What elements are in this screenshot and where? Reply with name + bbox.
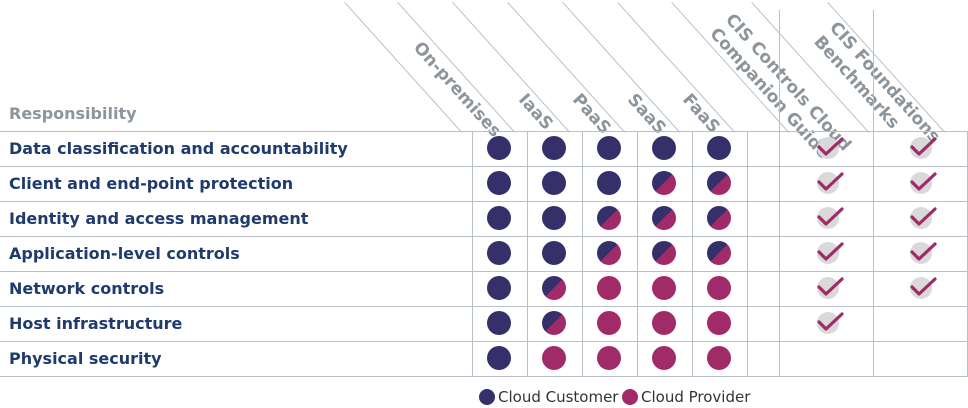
checkmark-icon — [815, 136, 845, 160]
responsibility-shared-dot — [707, 171, 731, 195]
checkmark-icon — [815, 311, 845, 335]
responsibility-shared-dot — [597, 206, 621, 230]
row-divider — [0, 341, 968, 342]
responsibility-customer-dot — [542, 171, 566, 195]
responsibility-customer-dot — [597, 171, 621, 195]
responsibility-shared-dot — [707, 206, 731, 230]
checkmark-icon — [908, 136, 938, 160]
legend-provider-label: Cloud Provider — [641, 388, 751, 406]
responsibility-customer-dot — [487, 276, 511, 300]
responsibility-provider-dot — [652, 311, 676, 335]
checkmark-icon — [908, 206, 938, 230]
responsibility-provider-dot — [707, 346, 731, 370]
responsibility-shared-dot — [652, 171, 676, 195]
responsibility-provider-dot — [707, 311, 731, 335]
row-divider — [0, 236, 968, 237]
responsibility-provider-dot — [597, 346, 621, 370]
column-divider — [527, 131, 528, 376]
row-divider — [0, 201, 968, 202]
checkmark-icon — [908, 276, 938, 300]
checkmark-icon — [815, 206, 845, 230]
responsibility-provider-dot — [597, 276, 621, 300]
row-label: Application-level controls — [9, 244, 240, 263]
row-label: Physical security — [9, 349, 162, 368]
row-label: Network controls — [9, 279, 165, 298]
responsibility-customer-dot — [597, 136, 621, 160]
row-label: Client and end-point protection — [9, 174, 294, 193]
responsibility-shared-dot — [652, 241, 676, 265]
column-divider — [582, 131, 583, 376]
responsibility-shared-dot — [707, 241, 731, 265]
legend-customer-swatch — [479, 389, 495, 405]
responsibility-customer-dot — [487, 171, 511, 195]
row-divider — [0, 166, 968, 167]
responsibility-shared-dot — [652, 206, 676, 230]
responsibility-provider-dot — [652, 276, 676, 300]
row-divider — [0, 376, 968, 377]
row-divider — [0, 131, 968, 132]
row-divider — [0, 271, 968, 272]
header-diagonal-line — [397, 2, 516, 133]
responsibility-customer-dot — [487, 346, 511, 370]
responsibility-customer-dot — [487, 311, 511, 335]
legend-provider-swatch — [622, 389, 638, 405]
responsibility-shared-dot — [542, 311, 566, 335]
responsibility-customer-dot — [707, 136, 731, 160]
responsibility-provider-dot — [652, 346, 676, 370]
responsibility-customer-dot — [652, 136, 676, 160]
checkmark-icon — [815, 241, 845, 265]
checkmark-icon — [815, 171, 845, 195]
legend-customer-label: Cloud Customer — [498, 388, 619, 406]
row-label: Data classification and accountability — [9, 139, 348, 158]
column-divider — [637, 131, 638, 376]
responsibility-provider-dot — [597, 311, 621, 335]
responsibility-provider-dot — [707, 276, 731, 300]
column-divider — [779, 131, 780, 376]
checkmark-icon — [815, 276, 845, 300]
responsibility-provider-dot — [542, 346, 566, 370]
checkmark-icon — [908, 241, 938, 265]
responsibility-header: Responsibility — [9, 104, 137, 123]
row-label: Host infrastructure — [9, 314, 183, 333]
responsibility-customer-dot — [487, 206, 511, 230]
row-label: Identity and access management — [9, 209, 309, 228]
column-divider — [873, 10, 874, 131]
responsibility-customer-dot — [487, 136, 511, 160]
responsibility-customer-dot — [542, 136, 566, 160]
responsibility-customer-dot — [487, 241, 511, 265]
row-divider — [0, 306, 968, 307]
responsibility-shared-dot — [542, 276, 566, 300]
responsibility-shared-dot — [597, 241, 621, 265]
column-divider — [873, 131, 874, 376]
responsibility-customer-dot — [542, 206, 566, 230]
column-divider — [779, 10, 780, 131]
column-divider — [472, 131, 473, 376]
responsibility-customer-dot — [542, 241, 566, 265]
column-divider — [692, 131, 693, 376]
checkmark-icon — [908, 171, 938, 195]
column-divider — [747, 131, 748, 376]
